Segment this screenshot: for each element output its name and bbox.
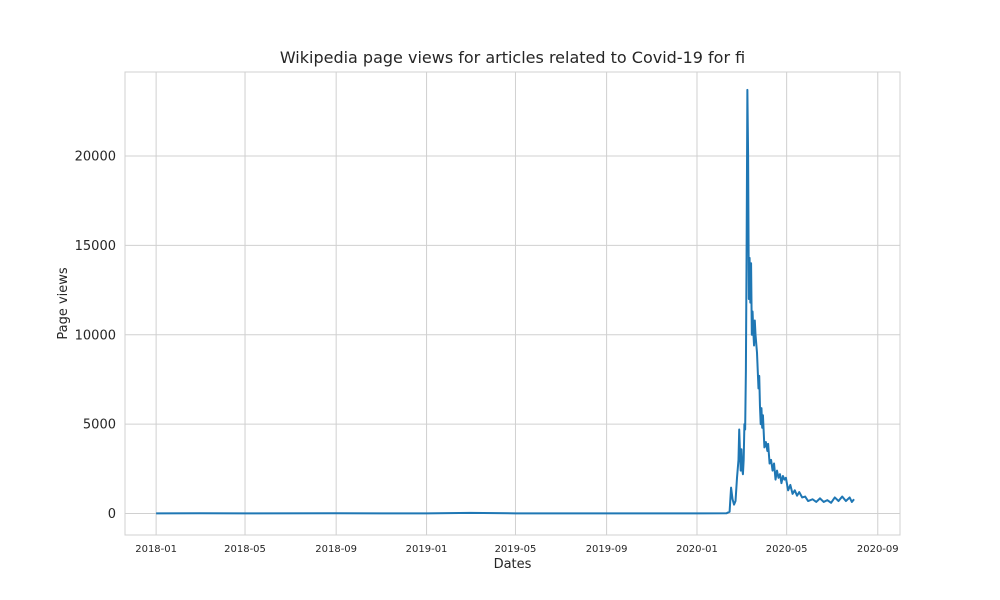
x-tick-label: 2019-09: [586, 544, 628, 555]
y-axis-label: Page views: [56, 267, 71, 340]
y-tick-label: 20000: [75, 150, 116, 165]
x-tick-label: 2018-05: [224, 544, 266, 555]
x-ticks: 2018-01 2018-05 2018-09 2019-01 2019-05 2019-…: [135, 544, 898, 555]
y-tick-label: 0: [108, 507, 116, 522]
x-tick-label: 2019-05: [495, 544, 537, 555]
grid: [125, 72, 900, 535]
x-tick-label: 2020-05: [766, 544, 808, 555]
x-tick-label: 2018-01: [135, 544, 177, 555]
chart-title: Wikipedia page views for articles relate…: [280, 48, 745, 67]
series-line: [156, 88, 855, 515]
x-tick-label: 2018-09: [315, 544, 357, 555]
x-tick-label: 2019-01: [406, 544, 448, 555]
plot-frame: [124, 71, 901, 536]
x-tick-label: 2020-01: [676, 544, 718, 555]
y-tick-label: 5000: [83, 418, 116, 433]
y-tick-label: 15000: [75, 239, 116, 254]
series-layer: [156, 88, 855, 515]
x-tick-label: 2020-09: [857, 544, 899, 555]
y-ticks: 0 5000 10000 15000 20000: [75, 150, 116, 523]
x-axis-label: Dates: [494, 557, 532, 572]
y-tick-label: 10000: [75, 328, 116, 343]
